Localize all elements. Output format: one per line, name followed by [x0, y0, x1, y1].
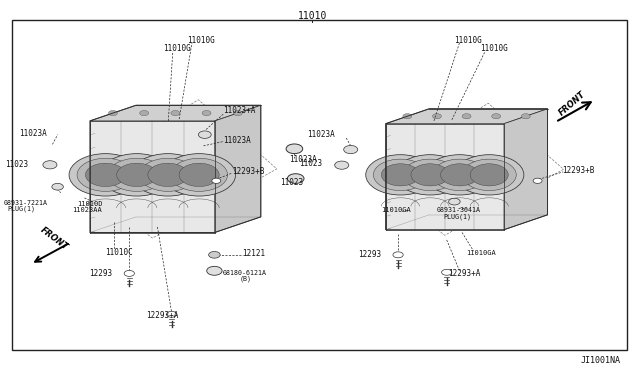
Circle shape — [381, 164, 419, 186]
Text: 11010D: 11010D — [77, 201, 102, 207]
Circle shape — [212, 178, 221, 183]
Text: 11023AA: 11023AA — [72, 207, 101, 213]
Text: 11010C: 11010C — [106, 248, 133, 257]
Text: 12293: 12293 — [90, 269, 113, 278]
Circle shape — [166, 311, 177, 317]
Circle shape — [393, 252, 403, 258]
Text: 11023: 11023 — [280, 178, 303, 187]
Circle shape — [202, 110, 211, 116]
Circle shape — [470, 164, 508, 186]
Circle shape — [86, 163, 125, 186]
Text: PLUG(1): PLUG(1) — [8, 205, 36, 212]
Circle shape — [198, 131, 211, 138]
Polygon shape — [90, 105, 261, 121]
Circle shape — [69, 154, 142, 196]
Circle shape — [411, 164, 449, 186]
Circle shape — [209, 251, 220, 258]
Circle shape — [43, 161, 57, 169]
Circle shape — [433, 159, 486, 190]
Text: 12121: 12121 — [242, 249, 265, 258]
Text: 11010G: 11010G — [454, 36, 482, 45]
Circle shape — [403, 159, 457, 190]
Text: (B): (B) — [240, 276, 252, 282]
Circle shape — [454, 155, 524, 195]
Text: 11023A: 11023A — [19, 129, 47, 138]
Polygon shape — [385, 124, 504, 230]
Text: 11010GA: 11010GA — [381, 207, 411, 213]
Text: 12293: 12293 — [358, 250, 381, 259]
Text: PLUG(1): PLUG(1) — [443, 213, 471, 220]
Circle shape — [403, 114, 412, 119]
Text: 08180-6121A: 08180-6121A — [223, 270, 267, 276]
Text: 11023: 11023 — [300, 159, 323, 168]
Circle shape — [179, 163, 219, 186]
Circle shape — [140, 110, 148, 116]
Circle shape — [131, 154, 204, 196]
Text: 08931-3041A: 08931-3041A — [436, 207, 481, 213]
Circle shape — [365, 155, 435, 195]
Text: 08931-7221A: 08931-7221A — [3, 200, 47, 206]
Text: 12293+A: 12293+A — [146, 311, 179, 320]
Circle shape — [77, 158, 134, 191]
Text: 11023: 11023 — [5, 160, 28, 169]
Circle shape — [462, 159, 516, 190]
Text: 11010: 11010 — [298, 11, 327, 20]
Circle shape — [140, 158, 196, 191]
Circle shape — [335, 161, 349, 169]
Circle shape — [286, 144, 303, 154]
Circle shape — [425, 155, 494, 195]
Circle shape — [433, 114, 442, 119]
Text: FRONT: FRONT — [557, 89, 587, 117]
Text: 12293+B: 12293+B — [232, 167, 264, 176]
Text: 11023+A: 11023+A — [223, 106, 255, 115]
Text: 11023A: 11023A — [223, 136, 250, 145]
Circle shape — [396, 155, 465, 195]
Circle shape — [287, 174, 304, 183]
Circle shape — [171, 110, 180, 116]
Circle shape — [492, 114, 500, 119]
Text: 12293+A: 12293+A — [448, 269, 481, 278]
Text: 11023A: 11023A — [307, 130, 335, 139]
Circle shape — [462, 114, 471, 119]
Polygon shape — [215, 105, 261, 232]
Circle shape — [108, 158, 165, 191]
Circle shape — [440, 164, 479, 186]
Text: FRONT: FRONT — [38, 225, 70, 252]
Text: 11010G: 11010G — [163, 44, 191, 53]
Text: 11023A: 11023A — [289, 155, 317, 164]
Circle shape — [521, 114, 530, 119]
Polygon shape — [504, 109, 548, 230]
Circle shape — [442, 269, 452, 275]
Bar — [12, 20, 627, 350]
Circle shape — [171, 158, 228, 191]
Circle shape — [373, 159, 428, 190]
Circle shape — [234, 110, 243, 116]
Text: 11010G: 11010G — [480, 44, 508, 53]
Circle shape — [52, 183, 63, 190]
Circle shape — [124, 270, 134, 276]
Circle shape — [533, 178, 542, 183]
Circle shape — [116, 163, 157, 186]
Circle shape — [449, 198, 460, 205]
Circle shape — [148, 163, 188, 186]
Circle shape — [108, 110, 118, 116]
Circle shape — [100, 154, 173, 196]
Circle shape — [163, 154, 236, 196]
Text: 11010G: 11010G — [188, 36, 215, 45]
Text: 11010GA: 11010GA — [466, 250, 495, 256]
Polygon shape — [90, 121, 215, 232]
Circle shape — [207, 266, 222, 275]
Text: JI1001NA: JI1001NA — [580, 356, 620, 365]
Circle shape — [344, 145, 358, 154]
Polygon shape — [385, 109, 548, 124]
Text: 12293+B: 12293+B — [562, 166, 595, 175]
